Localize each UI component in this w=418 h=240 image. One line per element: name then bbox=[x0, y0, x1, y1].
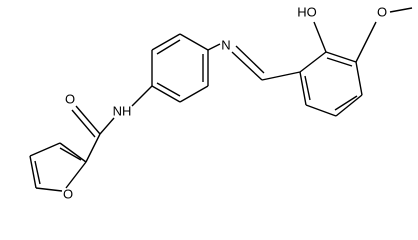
atom-label: HO bbox=[297, 4, 317, 19]
atom-label: N bbox=[221, 37, 230, 52]
bonds bbox=[29, 7, 413, 192]
atom-label: NH bbox=[113, 103, 132, 118]
atom-label: O bbox=[63, 186, 73, 201]
atom-label: O bbox=[65, 91, 75, 106]
molecule: O NH N HO O O bbox=[29, 4, 413, 201]
atom-labels: O NH N HO O O bbox=[63, 4, 387, 201]
page: O NH N HO O O (() => { const data = JSON… bbox=[29, 4, 413, 202]
atom-label: O bbox=[377, 4, 387, 19]
